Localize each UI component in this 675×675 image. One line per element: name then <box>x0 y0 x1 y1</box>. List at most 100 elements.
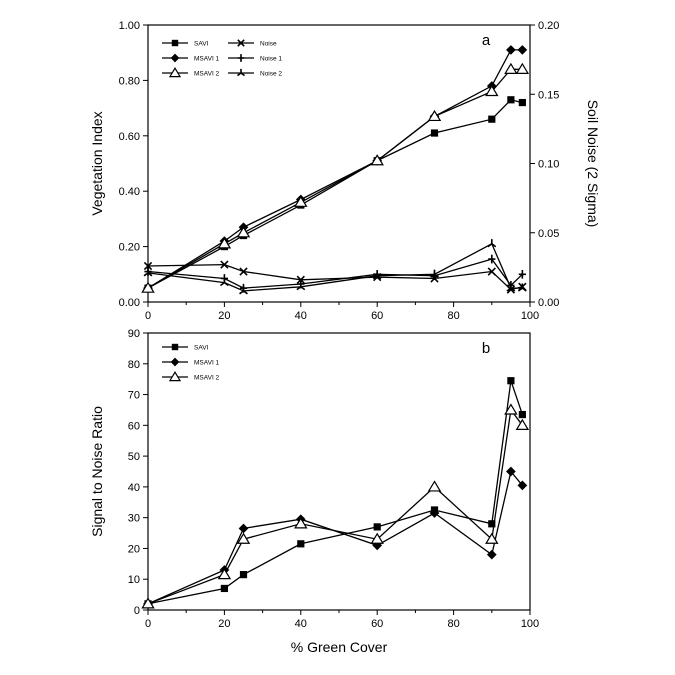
data-point <box>504 62 518 74</box>
y-tick-label: 90 <box>128 328 140 340</box>
x-axis-title: % Green Cover <box>291 639 388 655</box>
x-tick-label: 100 <box>521 310 539 322</box>
data-point <box>373 523 381 531</box>
y-tick-label: 0.20 <box>119 242 140 254</box>
y-tick-label: 0.40 <box>119 186 140 198</box>
x-tick-label: 60 <box>371 618 383 630</box>
data-point <box>488 254 496 264</box>
y-tick-label: 30 <box>128 513 140 525</box>
y-tick-label: 20 <box>128 543 140 555</box>
data-point <box>427 109 442 122</box>
data-point <box>430 129 439 137</box>
y-tick-label: 50 <box>128 451 140 463</box>
data-point <box>488 520 496 528</box>
data-point <box>238 523 249 534</box>
data-point <box>296 282 306 291</box>
legend-entry: Noise 2 <box>228 68 282 78</box>
data-point <box>485 532 499 544</box>
series-msavi-2 <box>141 62 530 293</box>
legend-entry: MSAVI 2 <box>162 371 220 382</box>
data-point <box>236 226 251 238</box>
data-point <box>515 62 530 74</box>
data-point <box>485 84 499 97</box>
legend-label: SAVI <box>194 345 209 352</box>
y2-axis-title: Soil Noise (2 Sigma) <box>585 100 601 228</box>
legend-entry: Noise 1 <box>228 54 282 63</box>
x-tick-label: 0 <box>145 310 151 322</box>
y-tick-label: 0.00 <box>119 297 140 309</box>
series-line <box>147 68 523 289</box>
data-point <box>518 269 526 279</box>
x-tick-label: 20 <box>218 310 230 322</box>
legend: SAVI MSAVI 1 MSAVI 2 <box>162 343 220 382</box>
data-point <box>518 98 526 107</box>
legend-entry: SAVI <box>162 39 209 48</box>
y2-tick-label: 0.15 <box>538 89 559 101</box>
series-line <box>147 49 523 289</box>
y2-tick-label: 0.20 <box>538 20 559 32</box>
y-tick-label: 0.80 <box>119 75 140 87</box>
legend-marker <box>237 54 245 62</box>
legend-marker <box>168 67 182 78</box>
data-point <box>506 45 516 55</box>
y-tick-label: 0.60 <box>119 131 140 143</box>
data-point <box>487 267 496 276</box>
data-point <box>372 271 382 280</box>
data-point <box>507 377 515 385</box>
data-point <box>219 277 229 287</box>
series-line <box>147 408 523 605</box>
data-point <box>143 261 153 271</box>
y2-tick-label: 0.05 <box>538 228 559 240</box>
data-point <box>236 532 251 544</box>
data-point <box>220 584 228 593</box>
data-point <box>297 540 305 548</box>
legend-label: MSAVI 1 <box>194 56 220 63</box>
y-tick-label: 0 <box>134 605 140 617</box>
data-point <box>507 96 515 104</box>
legend: SAVI MSAVI 1 MSAVI 2 Noise Noise 1 Noise 2 <box>162 39 282 78</box>
data-point <box>294 195 308 207</box>
legend-marker <box>237 68 245 77</box>
x-tick-label: 80 <box>447 618 459 630</box>
series-line <box>147 242 523 292</box>
legend-label: MSAVI 2 <box>194 71 220 78</box>
series-msavi-2 <box>141 403 530 609</box>
data-point <box>515 418 530 430</box>
y-tick-label: 80 <box>128 359 140 371</box>
series-line <box>147 99 523 289</box>
series-savi <box>144 96 526 292</box>
y-tick-label: 60 <box>128 420 140 432</box>
y2-tick-label: 0.10 <box>538 159 559 171</box>
x-tick-label: 100 <box>521 618 539 630</box>
chart-panel-b: 0 20 40 60 80 100 0 10 20 30 40 50 60 70 80 90 Signal to… <box>89 328 539 655</box>
legend-label: Noise 2 <box>260 71 282 78</box>
series-savi <box>144 377 526 608</box>
legend-marker <box>171 39 179 47</box>
legend-marker <box>168 371 182 382</box>
legend-label: Noise 1 <box>260 56 282 63</box>
data-point <box>430 269 439 278</box>
data-point <box>517 480 528 491</box>
series-line <box>147 380 524 605</box>
data-point <box>217 237 232 249</box>
plot-frame <box>147 24 531 303</box>
panel-label: a <box>482 32 491 49</box>
data-point <box>141 281 155 293</box>
data-point <box>427 480 442 492</box>
y-tick-label: 40 <box>128 482 140 494</box>
series-line <box>147 258 523 289</box>
legend-label: MSAVI 1 <box>194 360 220 367</box>
y-axis-title: Signal to Noise Ratio <box>89 406 105 537</box>
legend-label: MSAVI 2 <box>194 375 220 382</box>
legend-marker <box>237 39 245 47</box>
x-tick-label: 0 <box>145 618 151 630</box>
data-point <box>370 532 384 544</box>
y-tick-label: 70 <box>128 390 140 402</box>
data-point <box>217 568 232 580</box>
legend-entry: MSAVI 2 <box>162 67 220 78</box>
legend-marker <box>171 343 179 351</box>
legend-label: SAVI <box>194 41 209 48</box>
legend-entry: Noise <box>228 39 277 48</box>
data-point <box>239 267 248 276</box>
series-noise-1 <box>144 254 526 293</box>
